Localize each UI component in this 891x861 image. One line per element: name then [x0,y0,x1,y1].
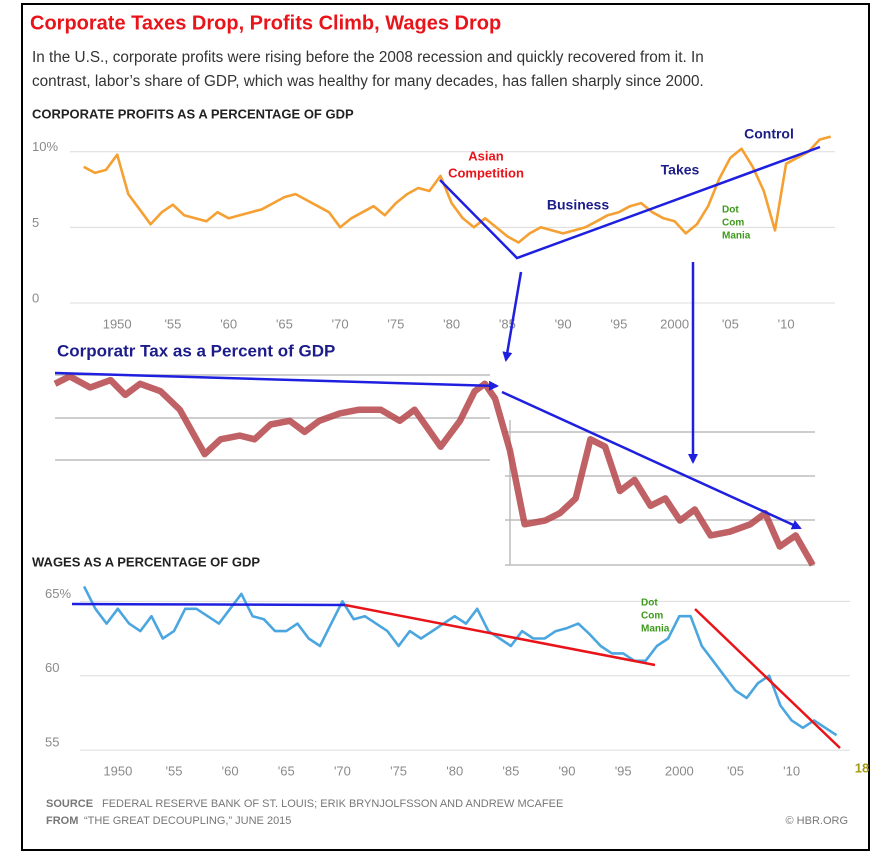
source-label: SOURCE [46,798,93,810]
background-layer [55,151,850,751]
x-tick-label: '60 [220,316,237,331]
annotation: Com [641,611,663,622]
credit: © HBR.ORG [786,815,849,827]
x-tick-label: '90 [559,763,576,778]
tax-panel-lines [55,374,815,566]
from-label: FROM [46,815,78,827]
annotation: Competition [448,165,524,180]
x-tick-label: '75 [387,316,404,331]
x-tick-label: '65 [276,316,293,331]
data-line [82,585,838,737]
x-tick-label: '95 [615,763,632,778]
chart-title: Corporatr Tax as a Percent of GDP [57,341,335,360]
x-tick-label: '55 [166,763,183,778]
annotation: Asian [468,148,503,163]
x-tick-label: '65 [278,763,295,778]
x-tick-label: '05 [722,316,739,331]
y-tick-label: 5 [32,215,39,230]
x-tick-label: '70 [334,763,351,778]
y-tick-label: 10% [32,139,58,154]
x-tick-label: 2000 [660,316,689,331]
y-tick-label: 55 [45,735,59,750]
x-tick-label: 1950 [103,316,132,331]
annotation: Takes [661,162,700,178]
x-tick-label: '60 [222,763,239,778]
data-layer: 0 5 10% 1950 '55 '60 '65 '70 '75 '80 '85 '90 '95 2000… [32,135,838,778]
x-tick-label: '75 [390,763,407,778]
frame [21,3,870,851]
chart-title: CORPORATE PROFITS AS A PERCENTAGE OF GDP [32,106,354,121]
x-tick-label: '80 [443,316,460,331]
annotation: Control [744,126,794,142]
x-tick-label: '85 [502,763,519,778]
x-tick-label: '55 [164,316,181,331]
data-line [83,135,832,244]
page-title: Corporate Taxes Drop, Profits Climb, Wag… [30,12,501,34]
annotation: Mania [641,624,670,635]
annotation: Dot [722,205,739,216]
annotation: Mania [722,231,751,242]
x-tick-label: '05 [727,763,744,778]
page-label: 18 [855,760,869,775]
data-line [53,373,816,567]
chart-title: WAGES AS A PERCENTAGE OF GDP [32,554,260,569]
from-text: “THE GREAT DECOUPLING,” JUNE 2015 [84,815,291,827]
annotation: Business [547,197,609,213]
trend-lines [54,145,841,749]
x-tick-label: '95 [610,316,627,331]
x-tick-label: 2000 [665,763,694,778]
x-tick-label: '80 [446,763,463,778]
annotation: Com [722,218,744,229]
y-tick-label: 65% [45,586,71,601]
annotation: Dot [641,598,658,609]
y-tick-label: 0 [32,290,39,305]
subtitle-line: contrast, labor’s share of GDP, which wa… [32,73,704,90]
subtitle-line: In the U.S., corporate profits were risi… [32,49,704,66]
x-tick-label: '10 [783,763,800,778]
x-tick-label: '10 [778,316,795,331]
x-tick-label: '90 [555,316,572,331]
y-tick-label: 60 [45,660,59,675]
x-tick-label: '70 [332,316,349,331]
x-tick-label: 1950 [103,763,132,778]
source-text: FEDERAL RESERVE BANK OF ST. LOUIS; ERIK … [102,798,563,810]
